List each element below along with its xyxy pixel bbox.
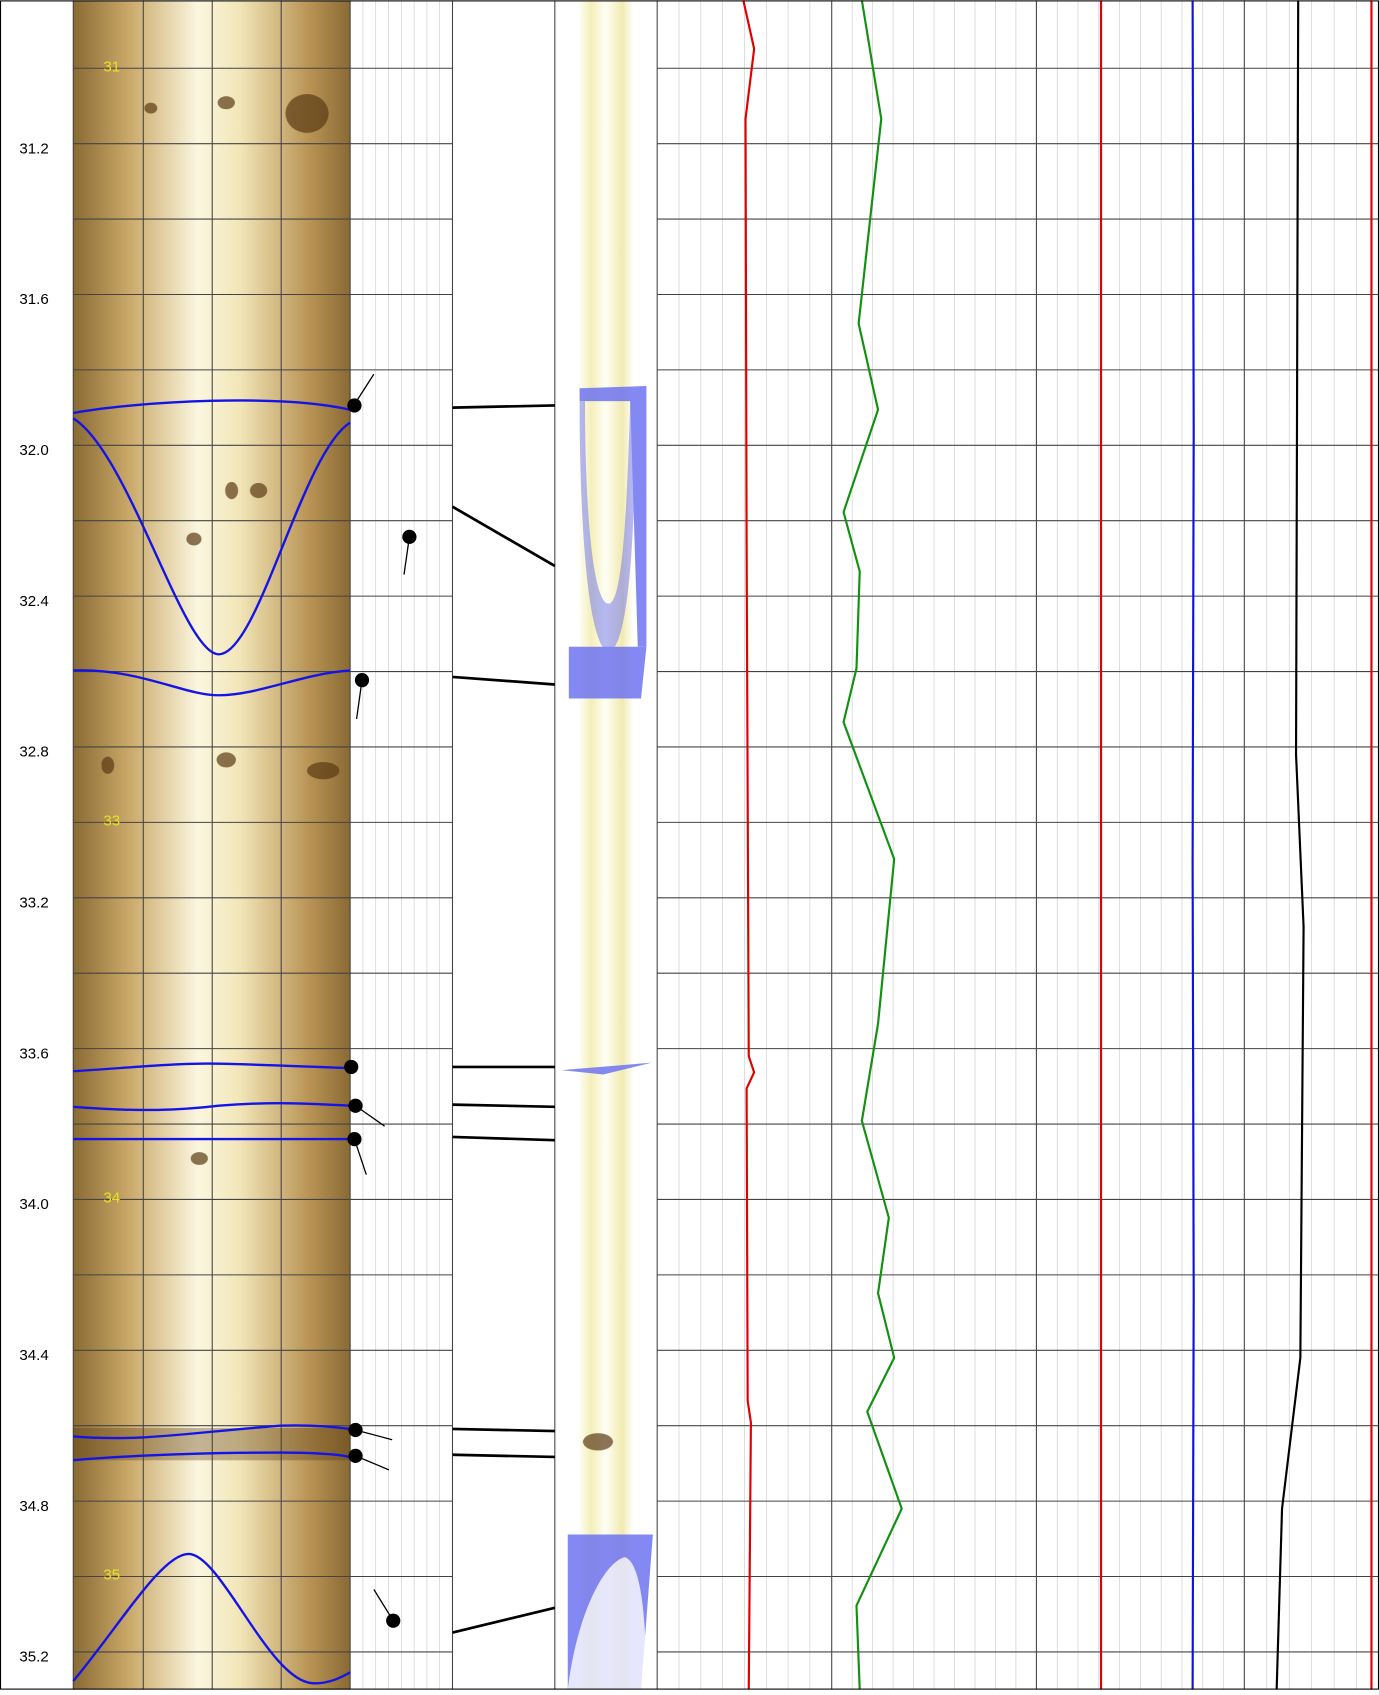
grid bbox=[72, 0, 1379, 1690]
unrolled-sinusoids bbox=[561, 386, 653, 1690]
depth-label: 34.0 bbox=[19, 1196, 48, 1213]
log-curves bbox=[742, 0, 1373, 1690]
depth-label: 32.8 bbox=[19, 744, 48, 761]
depth-label: 34.4 bbox=[19, 1347, 48, 1364]
depth-label: 33.6 bbox=[19, 1045, 48, 1062]
unrolled-image bbox=[577, 0, 634, 1690]
connectors bbox=[451, 404, 556, 1634]
labels: 31.2 31.6 32.0 32.4 32.8 33.2 33.6 34.0 34.4 34.8… bbox=[19, 58, 120, 1665]
depth-label: 32.0 bbox=[19, 442, 48, 459]
tadpoles bbox=[344, 373, 417, 1628]
depth-label: 31.6 bbox=[19, 291, 48, 308]
image-depth-mark: 35 bbox=[103, 1567, 120, 1584]
sinusoids bbox=[72, 399, 351, 1685]
image-depth-mark: 31 bbox=[103, 58, 120, 75]
image-overlay bbox=[73, 94, 614, 1461]
depth-label: 35.2 bbox=[19, 1649, 48, 1666]
image-depth-mark: 34 bbox=[103, 1190, 120, 1207]
depth-label: 31.2 bbox=[19, 140, 48, 157]
depth-label: 32.4 bbox=[19, 593, 48, 610]
depth-label: 34.8 bbox=[19, 1498, 48, 1515]
image-depth-mark: 33 bbox=[103, 813, 120, 830]
depth-label: 33.2 bbox=[19, 894, 48, 911]
